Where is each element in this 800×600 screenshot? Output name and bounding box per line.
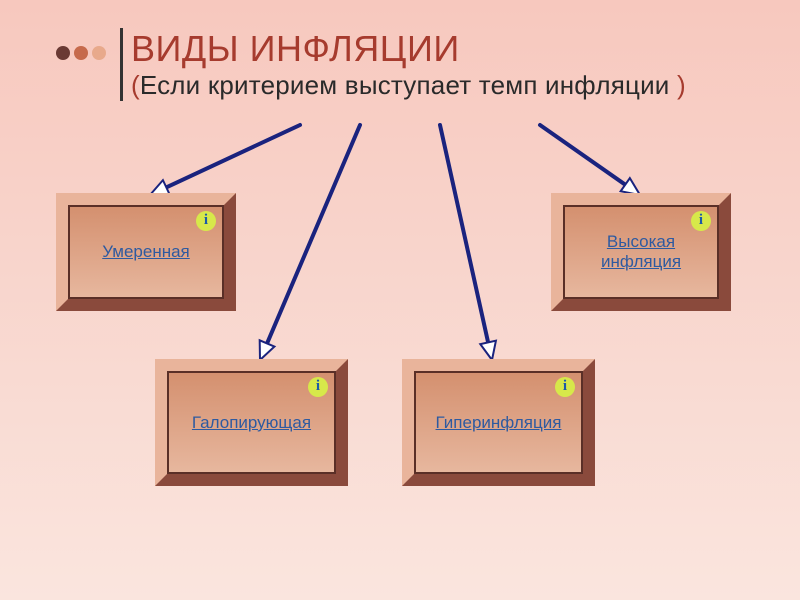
decor-dots: [56, 46, 106, 60]
box-bevel-outer: i Галопирующая: [155, 359, 348, 486]
info-icon[interactable]: i: [196, 211, 216, 231]
info-icon[interactable]: i: [555, 377, 575, 397]
box-face: i Умеренная: [70, 207, 222, 297]
box-bevel-outer: i Умеренная: [56, 193, 236, 311]
box-bevel-ridge: i Гиперинфляция: [414, 371, 583, 474]
box-label[interactable]: Галопирующая: [192, 413, 311, 433]
box-bevel-outer: i Высокая инфляция: [551, 193, 731, 311]
paren-close: ): [670, 70, 686, 100]
box-label[interactable]: Гиперинфляция: [436, 413, 562, 433]
slide-subtitle: (Если критерием выступает темп инфляции …: [131, 70, 686, 101]
box-galloping[interactable]: i Галопирующая: [155, 359, 348, 486]
dot-3: [92, 46, 106, 60]
info-icon[interactable]: i: [308, 377, 328, 397]
box-label[interactable]: Умеренная: [102, 242, 190, 262]
box-moderate[interactable]: i Умеренная: [56, 193, 236, 311]
box-bevel-ridge: i Умеренная: [68, 205, 224, 299]
dot-1: [56, 46, 70, 60]
box-hyperinflation[interactable]: i Гиперинфляция: [402, 359, 595, 486]
box-face: i Гиперинфляция: [416, 373, 581, 472]
box-high-inflation[interactable]: i Высокая инфляция: [551, 193, 731, 311]
box-bevel-ridge: i Галопирующая: [167, 371, 336, 474]
subtitle-text: Если критерием выступает темп инфляции: [140, 70, 670, 100]
title-block: ВИДЫ ИНФЛЯЦИИ (Если критерием выступает …: [120, 28, 686, 101]
paren-open: (: [131, 70, 140, 100]
slide-title: ВИДЫ ИНФЛЯЦИИ: [131, 28, 686, 70]
box-label[interactable]: Высокая инфляция: [581, 232, 701, 271]
box-face: i Высокая инфляция: [565, 207, 717, 297]
box-face: i Галопирующая: [169, 373, 334, 472]
slide: ВИДЫ ИНФЛЯЦИИ (Если критерием выступает …: [0, 0, 800, 600]
dot-2: [74, 46, 88, 60]
box-bevel-outer: i Гиперинфляция: [402, 359, 595, 486]
box-bevel-ridge: i Высокая инфляция: [563, 205, 719, 299]
info-icon[interactable]: i: [691, 211, 711, 231]
